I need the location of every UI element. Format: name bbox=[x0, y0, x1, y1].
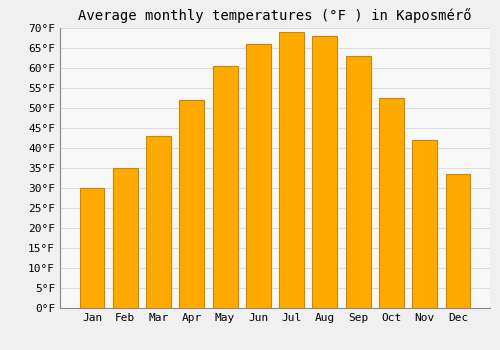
Bar bbox=[212, 66, 238, 308]
Bar bbox=[279, 32, 304, 308]
Title: Average monthly temperatures (°F ) in Kaposmérő: Average monthly temperatures (°F ) in Ka… bbox=[78, 8, 472, 23]
Bar bbox=[446, 174, 470, 308]
Bar bbox=[346, 56, 370, 308]
Bar bbox=[113, 168, 138, 308]
Bar bbox=[379, 98, 404, 308]
Bar bbox=[80, 188, 104, 308]
Bar bbox=[180, 100, 204, 308]
Bar bbox=[312, 36, 338, 308]
Bar bbox=[146, 136, 171, 308]
Bar bbox=[246, 44, 271, 308]
Bar bbox=[412, 140, 437, 308]
